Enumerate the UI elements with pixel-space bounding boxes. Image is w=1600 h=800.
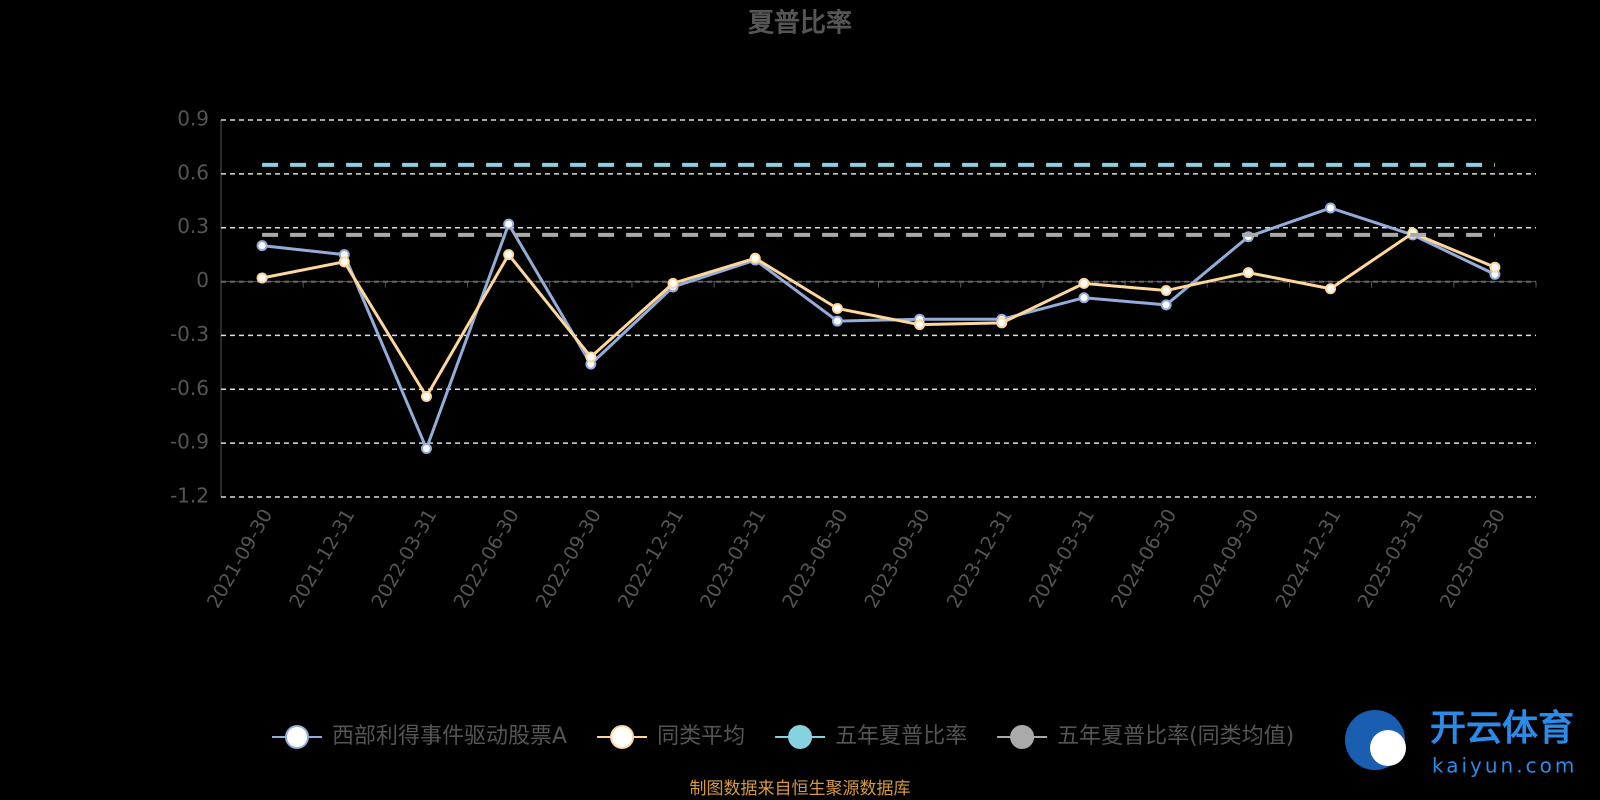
y-tick-label: 0.9 [177,107,209,131]
legend-marker [285,725,309,749]
point [1078,292,1090,304]
point [831,303,843,314]
point [420,390,432,402]
x-tick-label: 2021-09-30 [203,505,277,612]
point [503,218,515,230]
series-line [261,231,1496,400]
point [338,256,350,268]
legend-label: 五年夏普比率(同类均值) [1057,724,1294,749]
x-tick-label: 2022-03-31 [367,505,441,612]
source-note: 制图数据来自恒生聚源数据库 [690,779,911,799]
point [1325,202,1337,214]
x-tick-label: 2023-03-31 [696,505,770,612]
y-tick-label: -0.6 [170,376,209,400]
x-tick-label: 2025-03-31 [1354,505,1428,612]
y-tick-label: 0.6 [177,160,209,184]
legend-marker [1010,725,1035,749]
x-tick-label: 2024-12-31 [1271,505,1345,612]
legend-marker [788,725,813,749]
legend-marker [610,725,635,749]
point [667,277,679,289]
x-tick-label: 2024-09-30 [1189,505,1263,612]
x-tick-label: 2022-12-31 [614,505,688,612]
y-tick-label: -1.2 [170,484,209,508]
chart-title: 夏普比率 [748,8,852,39]
watermark-site: kaiyun.com [1432,754,1577,778]
legend-label: 五年夏普比率 [835,724,967,749]
point [420,443,432,455]
x-tick-label: 2021-12-31 [285,505,359,612]
point [749,252,761,264]
point [1489,261,1501,273]
y-tick-label: 0.3 [177,214,209,238]
x-tick-label: 2023-12-31 [943,505,1017,612]
point [996,317,1008,329]
point [1160,285,1172,297]
point [1325,283,1337,295]
x-tick-label: 2022-06-30 [449,505,523,612]
x-tick-label: 2025-06-30 [1436,505,1510,612]
point [1078,277,1090,289]
point [1242,267,1254,279]
point [831,315,843,327]
point [256,240,268,252]
point [585,351,597,363]
legend-label: 西部利得事件驱动股票A [332,724,567,749]
series-line [261,206,1496,453]
x-tick-label: 2023-09-30 [860,505,934,612]
x-tick-label: 2024-03-31 [1025,505,1099,612]
x-tick-label: 2023-06-30 [778,505,852,612]
point [503,249,515,261]
y-tick-label: 0 [196,268,209,292]
watermark: 开云体育 kaiyun.com [1345,708,1577,778]
x-tick-label: 2024-06-30 [1107,505,1181,612]
watermark-ball [1370,730,1406,766]
y-tick-label: -0.3 [170,322,209,346]
legend-label: 同类平均 [657,724,745,749]
x-tick-label: 2022-09-30 [532,505,606,612]
point [256,272,268,284]
watermark-brand: 开云体育 [1430,708,1574,749]
y-tick-label: -0.9 [170,430,209,454]
point [1160,299,1172,311]
point [914,319,926,331]
